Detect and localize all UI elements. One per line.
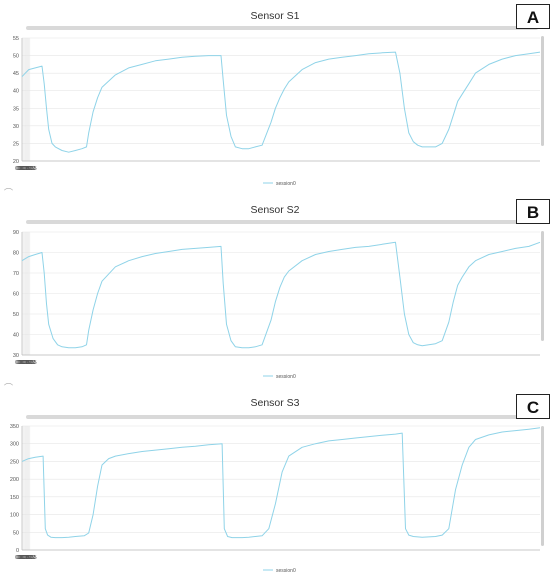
x-tick-label: 00:20 xyxy=(20,555,34,561)
grid xyxy=(21,231,540,356)
y-tick-label: 90 xyxy=(13,230,19,236)
y-tick-label: 250 xyxy=(10,459,19,465)
x-tick-label: 00:30 xyxy=(22,555,36,561)
x-tick-label: 00:25 xyxy=(21,166,35,172)
y-tick-label: 50 xyxy=(13,530,19,536)
grid xyxy=(21,37,540,162)
y-tick-label: 50 xyxy=(13,312,19,318)
x-tick-label: 00:10 xyxy=(17,360,31,366)
scrollbar[interactable] xyxy=(541,231,544,341)
y-tick-label: 55 xyxy=(13,36,19,42)
x-tick-label: 00:00 xyxy=(15,555,29,561)
line-chart: 0 50 100 150 200 250 300 350 00:0000:0500:1000:1… xyxy=(10,424,541,574)
y-tick-label: 200 xyxy=(10,477,19,483)
y-tick-label: 80 xyxy=(13,251,19,257)
panel-letter: C xyxy=(516,394,550,419)
x-tick-label: 00:30 xyxy=(22,360,36,366)
y-tick-label: 60 xyxy=(13,292,19,298)
legend-label: session0 xyxy=(276,374,296,380)
y-tick-label: 0 xyxy=(16,548,19,554)
x-tick-label: 00:25 xyxy=(21,555,35,561)
y-tick-label: 300 xyxy=(10,442,19,448)
x-tick-label: 00:35 xyxy=(23,166,37,172)
y-tick-label: 20 xyxy=(13,159,19,165)
x-tick-label: 00:00 xyxy=(15,166,29,172)
x-tick-label: 00:20 xyxy=(20,166,34,172)
y-tick-label: 50 xyxy=(13,54,19,60)
y-tick-label: 30 xyxy=(13,124,19,130)
title-underline xyxy=(26,26,538,30)
legend-label: session0 xyxy=(276,181,296,187)
y-tick-label: 25 xyxy=(13,141,19,147)
y-tick-label: 40 xyxy=(13,89,19,95)
x-tick-label: 00:05 xyxy=(16,166,30,172)
y-tick-label: 30 xyxy=(13,353,19,359)
series-line-session0 xyxy=(21,427,541,539)
x-tick-label: 00:05 xyxy=(16,360,30,366)
panel-letter: B xyxy=(516,199,550,224)
y-tick-label: 150 xyxy=(10,495,19,501)
y-tick-label: 35 xyxy=(13,106,19,112)
x-tick-label: 00:35 xyxy=(23,555,37,561)
y-tick-label: 45 xyxy=(13,71,19,77)
x-tick-label: 00:05 xyxy=(16,555,30,561)
scrollbar[interactable] xyxy=(541,36,544,146)
chart-panel-c: Sensor S3 C 0 50 100 150 200 250 300 350 00:00 00… xyxy=(0,390,550,584)
y-tick-label: 350 xyxy=(10,424,19,430)
y-tick-label: 40 xyxy=(13,333,19,339)
chart-title: Sensor S3 xyxy=(250,397,300,409)
series-line-session0 xyxy=(21,241,541,349)
series-line-session0 xyxy=(21,51,541,153)
legend-label: session0 xyxy=(276,568,296,574)
x-tick-label: 00:15 xyxy=(18,555,32,561)
x-tick-label: 00:15 xyxy=(18,166,32,172)
x-tick-label: 00:10 xyxy=(17,166,31,172)
x-tick-label: 00:15 xyxy=(18,360,32,366)
title-underline xyxy=(26,415,538,419)
line-chart: 30 40 50 60 70 80 90 00:0000:0500:1000:1500:200… xyxy=(13,230,541,380)
scrollbar[interactable] xyxy=(541,426,544,546)
x-tick-label: 00:35 xyxy=(23,360,37,366)
grid xyxy=(21,425,540,551)
chart-title: Sensor S1 xyxy=(250,10,300,22)
x-tick-label: 00:00 xyxy=(15,360,29,366)
line-chart: 20 25 30 35 40 45 50 55 00:0000:0500:1000:1500:2… xyxy=(13,36,541,187)
x-tick-label: 00:10 xyxy=(17,555,31,561)
y-tick-label: 70 xyxy=(13,271,19,277)
chart-panel-b: Sensor S2 B 30 40 50 60 70 80 90 00:00 00:05 00:1… xyxy=(0,195,550,393)
x-tick-label: 00:20 xyxy=(20,360,34,366)
chart-title: Sensor S2 xyxy=(250,204,300,216)
chart-thumb-icon: ⌒ xyxy=(4,188,14,198)
chart-thumb-icon: ⌒ xyxy=(4,383,14,393)
title-underline xyxy=(26,220,538,224)
x-tick-label: 00:30 xyxy=(22,166,36,172)
y-tick-label: 100 xyxy=(10,513,19,519)
chart-panel-a: Sensor S1 A 20 25 30 35 40 45 50 55 00:00 00:05 00… xyxy=(0,0,550,198)
x-tick-label: 00:25 xyxy=(21,360,35,366)
